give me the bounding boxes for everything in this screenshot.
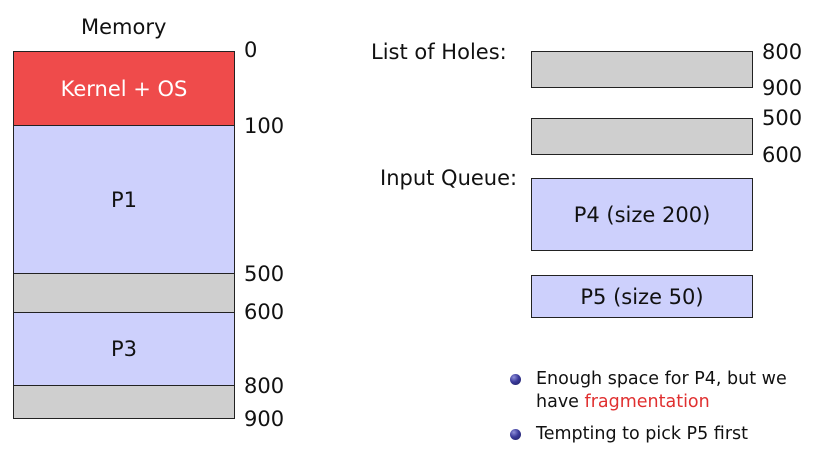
note-text: Tempting to pick P5 first <box>536 424 748 444</box>
input-queue-label: Input Queue: <box>380 166 518 190</box>
p1-label: P1 <box>110 187 138 212</box>
queue-item-label: P4 (size 200) <box>573 202 711 227</box>
address-label: 0 <box>244 38 258 62</box>
queue-item-label: P5 (size 50) <box>580 284 704 309</box>
note-highlight: fragmentation <box>584 392 710 412</box>
hole-item-800-900 <box>531 51 753 88</box>
hole-end-label: 600 <box>762 143 803 167</box>
bullet-icon <box>510 374 521 385</box>
bullet-icon <box>510 429 521 440</box>
notes-list: Enough space for P4, but we have fragmen… <box>510 368 820 455</box>
hole-end-label: 900 <box>762 76 803 100</box>
memory-p3-segment: P3 <box>13 312 235 386</box>
hole-start-label: 500 <box>762 106 803 130</box>
kernel-label: Kernel + OS <box>60 76 188 101</box>
p3-label: P3 <box>110 337 138 361</box>
note-text: Enough space for P4, but we have <box>536 369 787 412</box>
note-item: Tempting to pick P5 first <box>510 423 820 446</box>
memory-hole-800-900 <box>13 385 235 419</box>
address-label: 800 <box>244 374 285 398</box>
queue-item-p5: P5 (size 50) <box>531 275 753 318</box>
hole-start-label: 800 <box>762 40 803 64</box>
memory-p1-segment: P1 <box>13 125 235 274</box>
holes-list-label: List of Holes: <box>371 40 507 64</box>
hole-item-500-600 <box>531 118 753 155</box>
address-label: 100 <box>244 114 285 138</box>
memory-hole-500-600 <box>13 273 235 313</box>
address-label: 900 <box>244 407 285 431</box>
queue-item-p4: P4 (size 200) <box>531 178 753 251</box>
memory-kernel-segment: Kernel + OS <box>13 51 235 126</box>
memory-title: Memory <box>81 15 167 39</box>
address-label: 600 <box>244 300 285 324</box>
note-item: Enough space for P4, but we have fragmen… <box>510 368 820 414</box>
address-label: 500 <box>244 262 285 286</box>
